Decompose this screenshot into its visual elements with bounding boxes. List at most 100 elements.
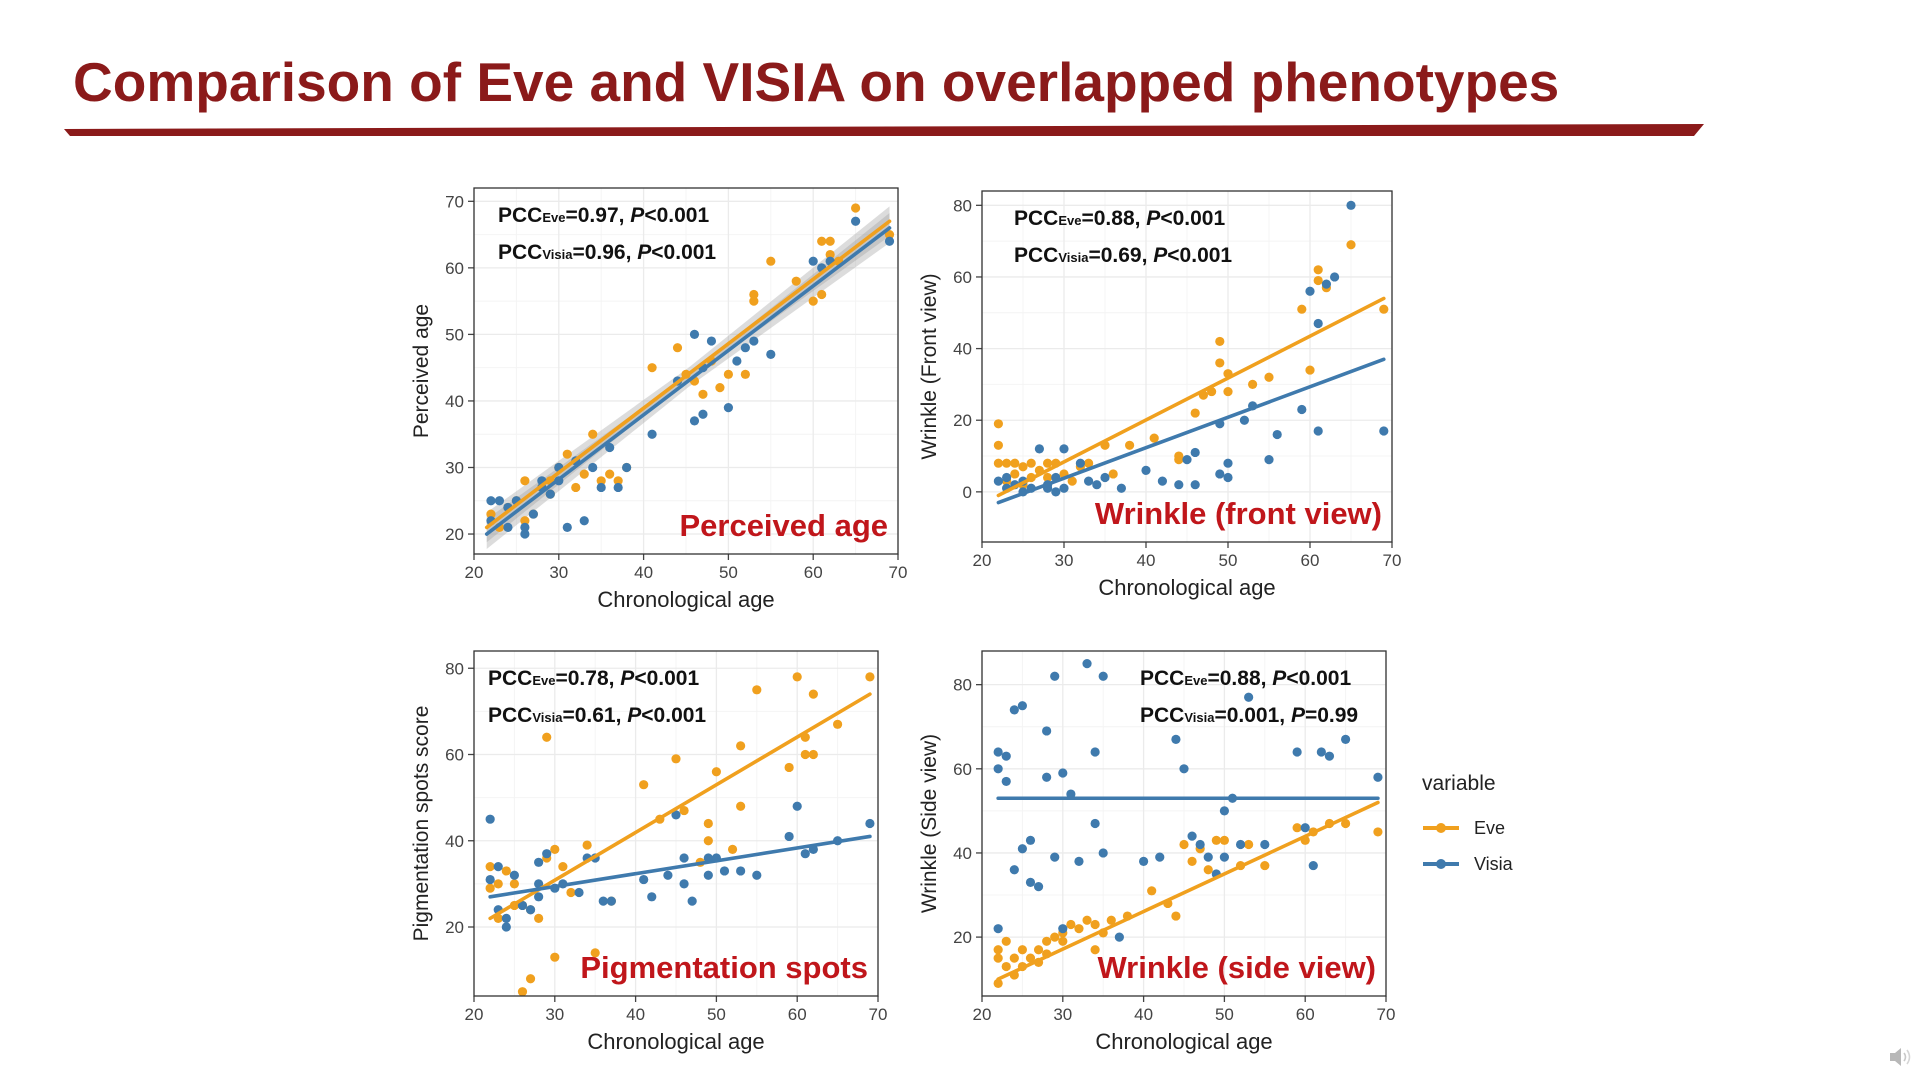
point-eve — [1042, 936, 1052, 946]
pcc-annotation-visia: PCCVisia=0.61, P<0.001 — [488, 704, 706, 727]
fit-line-visia — [484, 226, 892, 536]
fit-line-eve — [488, 692, 872, 921]
point-visia — [574, 887, 584, 898]
point-eve — [1171, 911, 1181, 921]
point-visia — [1260, 839, 1270, 850]
point-eve — [1033, 945, 1044, 955]
x-tick-label: 60 — [804, 563, 823, 582]
x-tick-label: 40 — [1134, 1005, 1153, 1024]
point-visia — [1308, 860, 1318, 871]
point-visia — [1059, 483, 1069, 493]
fit-line-eve — [484, 219, 892, 530]
point-eve — [1084, 458, 1094, 468]
point-visia — [732, 356, 742, 366]
pcc-annotation-visia: PCCVisia=0.001, P=0.99 — [1140, 704, 1358, 727]
y-axis-label: Wrinkle (Front view) — [918, 273, 941, 459]
point-eve — [1341, 818, 1351, 829]
legend-item-visia: Visia — [1422, 846, 1542, 882]
point-eve — [588, 429, 598, 439]
x-tick-label: 30 — [549, 563, 568, 582]
point-eve — [993, 458, 1004, 468]
point-visia — [1373, 772, 1383, 782]
point-visia — [1017, 701, 1027, 711]
plot-border — [473, 187, 899, 555]
point-visia — [749, 336, 759, 346]
point-visia — [1009, 705, 1019, 715]
point-visia — [1321, 279, 1331, 289]
point-visia — [596, 482, 606, 493]
point-visia — [1033, 882, 1044, 892]
point-visia — [792, 801, 802, 811]
point-eve — [1106, 915, 1116, 925]
x-tick-label: 40 — [1137, 551, 1156, 570]
point-eve — [792, 672, 802, 682]
point-visia — [719, 866, 730, 876]
point-eve — [542, 732, 552, 742]
point-eve — [613, 476, 623, 486]
point-visia — [687, 896, 697, 906]
point-visia — [1050, 671, 1060, 681]
point-visia — [851, 216, 861, 226]
chart-panel-2: 20 30 40 50 60 70 0 20 40 60 80 Chronological age Wr… — [918, 190, 1401, 600]
point-eve — [736, 801, 746, 811]
fit-line-eve — [996, 800, 1380, 981]
x-axis-label: Chronological age — [1098, 575, 1275, 600]
point-eve — [679, 805, 689, 816]
point-eve — [808, 296, 818, 306]
y-tick-label: 20 — [953, 928, 972, 947]
chart-panel-3: 20 30 40 50 60 70 20 40 60 80 Chronological age Pig… — [410, 650, 887, 1054]
point-eve — [509, 879, 519, 889]
point-eve — [1026, 458, 1036, 468]
x-tick-label: 50 — [719, 563, 738, 582]
point-eve — [1223, 386, 1233, 397]
point-visia — [1009, 865, 1019, 875]
point-eve — [520, 516, 530, 526]
point-visia — [1084, 476, 1094, 486]
point-visia — [993, 747, 1003, 757]
point-eve — [550, 844, 560, 854]
legend-swatch-eve — [1423, 823, 1459, 833]
point-eve — [1215, 336, 1225, 347]
point-visia — [1346, 200, 1356, 210]
point-visia — [1025, 835, 1036, 845]
point-eve — [550, 952, 560, 962]
point-eve — [520, 476, 530, 486]
point-eve — [1219, 835, 1229, 845]
point-visia — [1075, 458, 1085, 468]
point-visia — [579, 516, 589, 526]
point-visia — [1174, 480, 1184, 490]
point-eve — [571, 482, 581, 493]
legend-item-eve: Eve — [1422, 810, 1542, 846]
point-eve — [1305, 365, 1315, 375]
panel-label: Pigmentation spots — [580, 950, 868, 985]
point-eve — [1090, 945, 1100, 955]
point-visia — [494, 496, 505, 506]
point-eve — [579, 469, 589, 479]
point-eve — [851, 203, 861, 213]
point-visia — [993, 476, 1004, 486]
point-eve — [1001, 936, 1011, 946]
point-eve — [727, 844, 738, 854]
y-tick-label: 80 — [953, 676, 972, 695]
legend-label-eve: Eve — [1474, 817, 1506, 838]
x-tick-label: 70 — [1377, 1005, 1396, 1024]
point-eve — [703, 818, 713, 829]
point-visia — [679, 853, 689, 863]
point-visia — [1155, 852, 1165, 862]
point-eve — [1043, 472, 1053, 483]
point-eve — [1244, 839, 1254, 850]
point-visia — [1059, 444, 1069, 454]
point-visia — [605, 442, 615, 453]
point-eve — [590, 948, 600, 958]
point-visia — [884, 236, 895, 246]
point-visia — [1324, 751, 1335, 761]
point-visia — [784, 831, 794, 842]
point-visia — [1244, 692, 1254, 702]
point-eve — [1264, 372, 1274, 382]
point-eve — [1002, 458, 1012, 468]
speaker-icon[interactable] — [1888, 1044, 1914, 1070]
x-tick-label: 40 — [626, 1005, 645, 1024]
point-visia — [1139, 856, 1149, 866]
x-axis-label: Chronological age — [587, 1029, 764, 1054]
point-visia — [993, 924, 1003, 934]
